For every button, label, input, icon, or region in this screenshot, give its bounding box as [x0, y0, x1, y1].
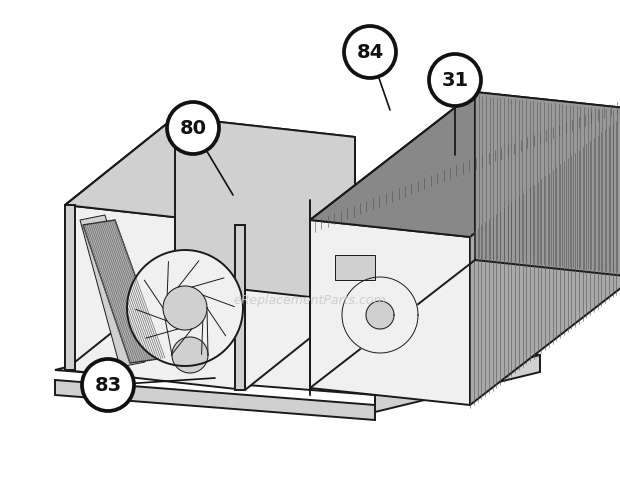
Circle shape — [429, 54, 481, 106]
Text: 84: 84 — [356, 42, 384, 61]
Polygon shape — [470, 109, 620, 405]
Polygon shape — [235, 225, 245, 390]
Polygon shape — [175, 117, 355, 302]
Polygon shape — [83, 220, 165, 363]
Text: eReplacementParts.com: eReplacementParts.com — [234, 293, 386, 306]
Circle shape — [344, 26, 396, 78]
Polygon shape — [475, 92, 620, 277]
Polygon shape — [55, 380, 375, 420]
Polygon shape — [375, 355, 540, 412]
Polygon shape — [366, 301, 394, 329]
Circle shape — [82, 359, 134, 411]
Polygon shape — [245, 137, 355, 390]
Polygon shape — [310, 220, 470, 405]
Polygon shape — [127, 250, 243, 366]
Polygon shape — [310, 92, 620, 237]
Text: 83: 83 — [94, 375, 122, 395]
Polygon shape — [172, 337, 208, 373]
Text: 80: 80 — [180, 119, 206, 137]
Polygon shape — [65, 205, 245, 390]
Circle shape — [167, 102, 219, 154]
Polygon shape — [65, 117, 355, 225]
Text: 31: 31 — [441, 71, 469, 89]
Polygon shape — [55, 328, 540, 395]
Polygon shape — [163, 286, 207, 330]
Polygon shape — [65, 205, 75, 370]
Polygon shape — [335, 255, 375, 280]
Polygon shape — [342, 277, 418, 353]
Polygon shape — [80, 215, 145, 367]
